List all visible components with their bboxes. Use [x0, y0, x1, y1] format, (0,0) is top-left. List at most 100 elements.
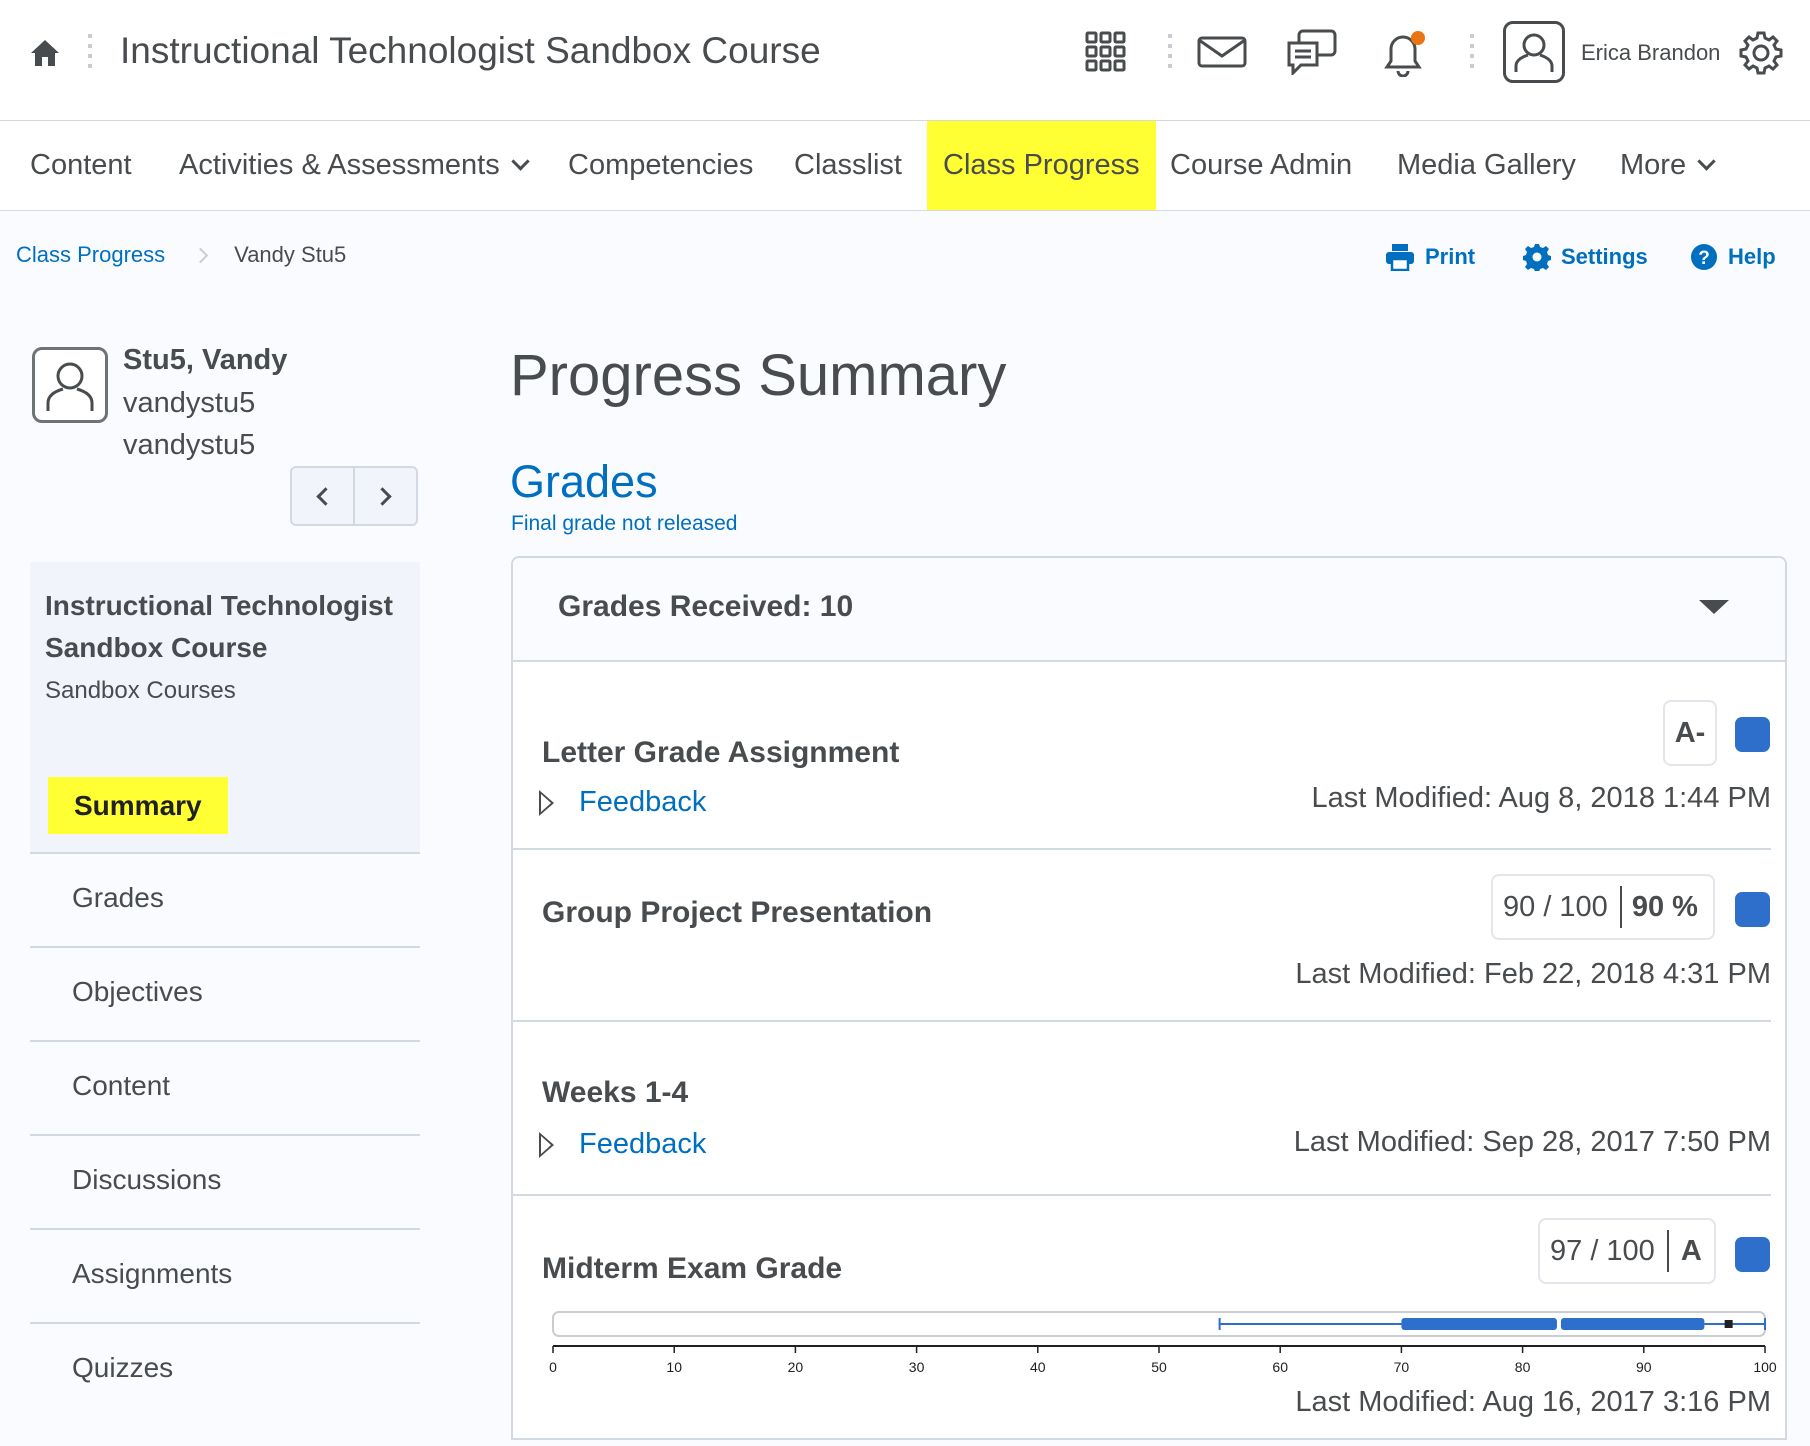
grade-item-row: 90 / 100 90 % Group Project Presentation… — [513, 850, 1771, 1022]
grade-item-title: Weeks 1-4 — [542, 1076, 689, 1109]
student-org-id: vandystu5 — [123, 429, 256, 461]
x-tick-label: 90 — [1636, 1359, 1652, 1375]
nav-more[interactable]: More — [1620, 121, 1716, 210]
chevron-right-icon — [373, 486, 392, 506]
notification-bell-icon[interactable] — [1378, 28, 1428, 78]
separator — [1168, 34, 1172, 70]
divider — [1619, 886, 1622, 928]
side-menu-discussions[interactable]: Discussions — [30, 1136, 420, 1230]
page-title: Progress Summary — [510, 343, 1007, 408]
letter-grade-box: A- — [1663, 700, 1717, 766]
side-menu-content[interactable]: Content — [30, 1042, 420, 1136]
separator — [88, 34, 92, 70]
course-panel-title-line1: Instructional Technologist — [45, 590, 393, 621]
x-tick-label: 40 — [1030, 1359, 1046, 1375]
previous-student-button[interactable] — [292, 468, 355, 524]
expand-triangle-icon — [539, 789, 554, 816]
last-modified: Last Modified: Sep 28, 2017 7:50 PM — [1293, 1126, 1771, 1158]
side-menu-objectives[interactable]: Objectives — [30, 948, 420, 1042]
nav-class-progress[interactable]: Class Progress — [927, 121, 1156, 210]
student-pager — [290, 466, 418, 526]
course-panel-title-line2: Sandbox Course — [45, 632, 268, 663]
score-box: 97 / 100 A — [1538, 1218, 1716, 1284]
feedback-toggle[interactable]: Feedback — [539, 1128, 706, 1161]
last-modified: Last Modified: Feb 22, 2018 4:31 PM — [1295, 958, 1771, 990]
grade-item-row: A- Letter Grade Assignment Feedback Last… — [513, 662, 1771, 850]
box-upper-quartile — [1560, 1318, 1705, 1330]
grade-item-row: 97 / 100 A Midterm Exam Grade 0 10 20 30 40 5… — [513, 1196, 1777, 1446]
nav-activities-assessments[interactable]: Activities & Assessments — [179, 121, 530, 210]
x-tick-label: 80 — [1515, 1359, 1531, 1375]
help-icon: ? — [1691, 244, 1717, 270]
course-panel: Instructional Technologist Sandbox Cours… — [30, 562, 420, 762]
nav-content[interactable]: Content — [30, 149, 132, 181]
expand-triangle-icon — [539, 1131, 554, 1158]
x-tick-label: 100 — [1753, 1359, 1777, 1375]
grade-item-title: Midterm Exam Grade — [542, 1252, 843, 1285]
grade-scheme-color-square — [1735, 717, 1770, 752]
student-avatar-icon — [32, 347, 108, 423]
box-lower-quartile — [1401, 1318, 1557, 1330]
print-button[interactable]: Print — [1385, 243, 1475, 271]
top-bar: Instructional Technologist Sandbox Cours… — [0, 0, 1810, 121]
chat-icon[interactable] — [1286, 28, 1338, 76]
course-panel-subtitle: Sandbox Courses — [45, 677, 236, 704]
home-icon[interactable] — [28, 36, 62, 70]
side-menu-summary[interactable]: Summary — [30, 760, 420, 854]
student-score-marker — [1724, 1320, 1733, 1328]
grade-distribution-chart: 0 10 20 30 40 50 60 70 80 90 100 — [549, 1311, 1777, 1375]
x-tick-label: 0 — [549, 1359, 557, 1375]
help-button[interactable]: ? Help — [1690, 243, 1776, 271]
x-tick-label: 50 — [1151, 1359, 1167, 1375]
course-navbar: Content Activities & Assessments Compete… — [0, 121, 1810, 211]
course-selector-icon[interactable] — [1084, 30, 1128, 74]
grade-scheme-color-square — [1735, 1237, 1770, 1272]
last-modified: Last Modified: Aug 16, 2017 3:16 PM — [1295, 1386, 1771, 1418]
score-box: 90 / 100 90 % — [1491, 874, 1715, 940]
chevron-left-icon — [316, 486, 335, 506]
course-title[interactable]: Instructional Technologist Sandbox Cours… — [120, 30, 821, 71]
nav-media-gallery[interactable]: Media Gallery — [1397, 149, 1576, 181]
grades-received: Grades Received: 10 — [558, 590, 854, 623]
breadcrumb-class-progress[interactable]: Class Progress — [16, 242, 166, 267]
nav-competencies[interactable]: Competencies — [568, 149, 754, 181]
separator — [1470, 34, 1474, 70]
divider — [1666, 1230, 1669, 1272]
grade-item-row: Weeks 1-4 Feedback Last Modified: Sep 28… — [513, 1022, 1771, 1196]
grade-item-title: Letter Grade Assignment — [542, 736, 900, 769]
grades-card-header[interactable]: Grades Received: 10 — [513, 558, 1785, 662]
user-avatar-icon[interactable] — [1503, 21, 1565, 83]
breadcrumb-current: Vandy Stu5 — [234, 242, 347, 267]
grades-card: Grades Received: 10 A- Letter Grade Assi… — [511, 556, 1787, 1440]
side-menu-quizzes[interactable]: Quizzes — [72, 1352, 174, 1383]
nav-classlist[interactable]: Classlist — [794, 149, 902, 181]
side-menu-grades[interactable]: Grades — [30, 854, 420, 948]
svg-text:?: ? — [1698, 248, 1710, 269]
chevron-right-icon — [192, 247, 209, 263]
mail-icon[interactable] — [1196, 34, 1248, 70]
side-menu-assignments[interactable]: Assignments — [30, 1230, 420, 1324]
nav-course-admin[interactable]: Course Admin — [1170, 149, 1353, 181]
student-username: vandystu5 — [123, 387, 256, 419]
x-tick-label: 70 — [1394, 1359, 1410, 1375]
next-student-button[interactable] — [355, 468, 416, 524]
settings-gear-icon — [1523, 244, 1551, 271]
grade-item-title: Group Project Presentation — [542, 896, 933, 929]
x-tick-label: 60 — [1272, 1359, 1288, 1375]
x-tick-label: 10 — [666, 1359, 682, 1375]
feedback-toggle[interactable]: Feedback — [539, 786, 706, 819]
grades-heading[interactable]: Grades — [510, 456, 658, 507]
caret-down-icon[interactable] — [1699, 600, 1729, 614]
x-tick-label: 20 — [788, 1359, 804, 1375]
chevron-down-icon — [1697, 152, 1716, 171]
student-name: Stu5, Vandy — [123, 344, 288, 376]
settings-button[interactable]: Settings — [1523, 243, 1648, 271]
printer-icon — [1386, 244, 1414, 271]
grades-status: Final grade not released — [511, 512, 738, 535]
chevron-down-icon — [511, 152, 530, 171]
breadcrumb: Class Progress Vandy Stu5 — [16, 242, 346, 268]
grade-scheme-color-square — [1735, 892, 1770, 927]
gear-icon[interactable] — [1738, 30, 1784, 76]
user-name[interactable]: Erica Brandon — [1581, 40, 1721, 65]
x-tick-label: 30 — [909, 1359, 925, 1375]
